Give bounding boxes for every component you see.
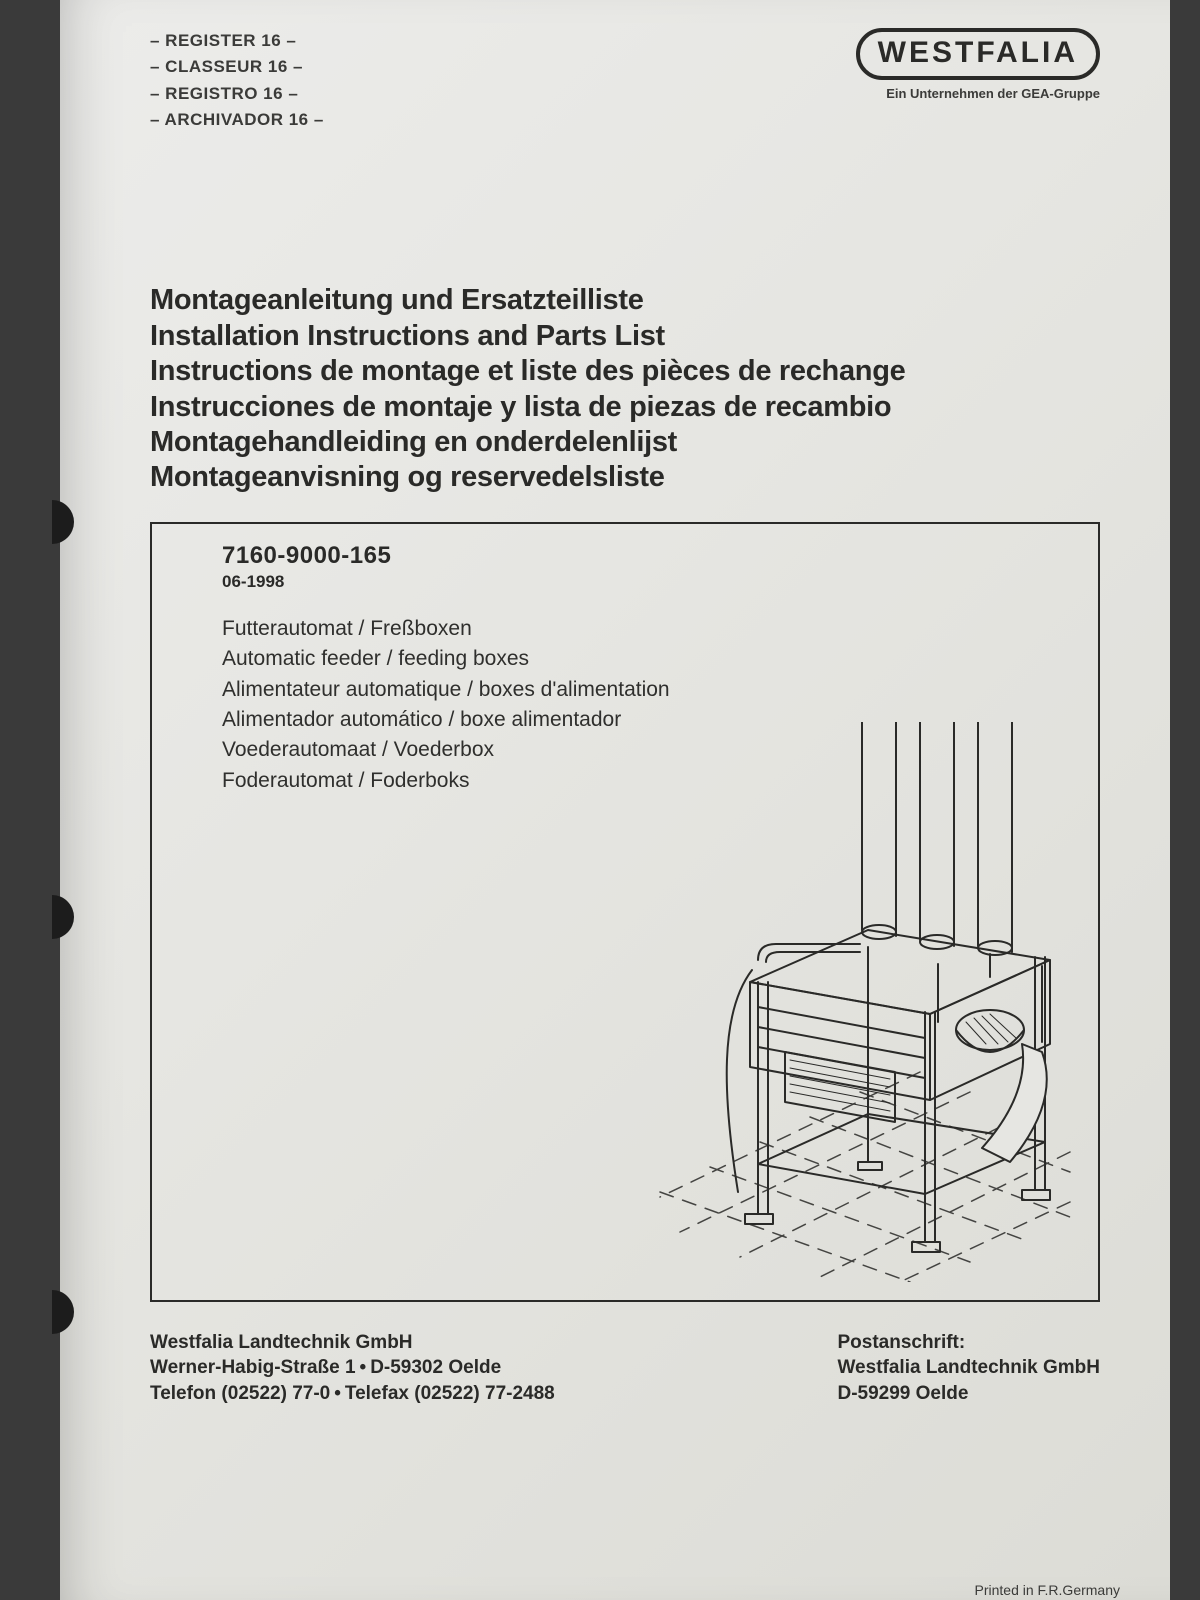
product-line: Futterautomat / Freßboxen	[222, 614, 1070, 644]
part-date: 06-1998	[222, 572, 1070, 592]
title-line: Montageanleitung und Ersatzteilliste	[150, 283, 1100, 318]
brand-tagline: Ein Unternehmen der GEA-Gruppe	[856, 86, 1100, 101]
feeder-illustration	[650, 722, 1080, 1282]
register-line: – ARCHIVADOR 16 –	[150, 107, 324, 133]
register-labels: – REGISTER 16 – – CLASSEUR 16 – – REGIST…	[150, 28, 324, 133]
part-number: 7160-9000-165	[222, 542, 1070, 570]
product-frame: 7160-9000-165 06-1998 Futterautomat / Fr…	[150, 522, 1100, 1302]
register-line: – REGISTRO 16 –	[150, 81, 324, 107]
title-line: Montagehandleiding en onderdelenlijst	[150, 425, 1100, 460]
document-titles: Montageanleitung und Ersatzteilliste Ins…	[150, 283, 1100, 495]
header: – REGISTER 16 – – CLASSEUR 16 – – REGIST…	[150, 28, 1100, 133]
footer: Westfalia Landtechnik GmbH Werner-Habig-…	[150, 1330, 1100, 1407]
product-line: Automatic feeder / feeding boxes	[222, 644, 1070, 674]
brand: WESTFALIA Ein Unternehmen der GEA-Gruppe	[856, 28, 1100, 101]
register-line: – REGISTER 16 –	[150, 28, 324, 54]
printed-in: Printed in F.R.Germany	[975, 1582, 1121, 1598]
company-name: Westfalia Landtechnik GmbH	[150, 1330, 555, 1356]
footer-left: Westfalia Landtechnik GmbH Werner-Habig-…	[150, 1330, 555, 1407]
postal-address: D-59299 Oelde	[837, 1381, 1100, 1407]
company-phone: Telefon (02522) 77-0•Telefax (02522) 77-…	[150, 1381, 555, 1407]
postal-label: Postanschrift:	[837, 1330, 1100, 1356]
brand-logo: WESTFALIA	[856, 28, 1100, 80]
title-line: Montageanvisning og reservedelsliste	[150, 460, 1100, 495]
title-line: Instructions de montage et liste des piè…	[150, 354, 1100, 389]
title-line: Instrucciones de montaje y lista de piez…	[150, 390, 1100, 425]
title-line: Installation Instructions and Parts List	[150, 319, 1100, 354]
register-line: – CLASSEUR 16 –	[150, 54, 324, 80]
product-line: Alimentateur automatique / boxes d'alime…	[222, 675, 1070, 705]
document-page: – REGISTER 16 – – CLASSEUR 16 – – REGIST…	[60, 0, 1170, 1600]
footer-right: Postanschrift: Westfalia Landtechnik Gmb…	[837, 1330, 1100, 1407]
company-address: Werner-Habig-Straße 1•D-59302 Oelde	[150, 1355, 555, 1381]
postal-company: Westfalia Landtechnik GmbH	[837, 1355, 1100, 1381]
